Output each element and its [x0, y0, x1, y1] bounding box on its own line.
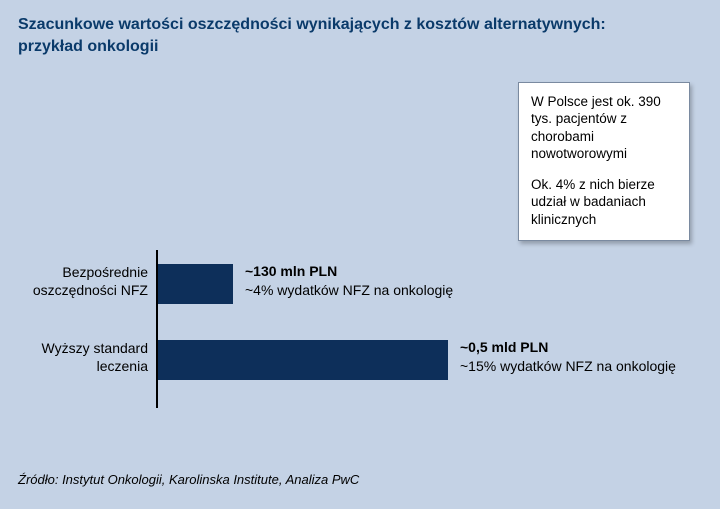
bar-value-sub: ~4% wydatków NFZ na onkologię	[245, 282, 453, 298]
bar-label: Wyższy standard leczenia	[18, 340, 148, 375]
bar-value: ~130 mln PLN ~4% wydatków NFZ na onkolog…	[245, 262, 453, 300]
info-box: W Polsce jest ok. 390 tys. pacjentów z c…	[518, 82, 690, 241]
source-text: Źródło: Instytut Onkologii, Karolinska I…	[18, 472, 359, 487]
title-line2: przykład onkologii	[18, 38, 158, 55]
bar	[158, 264, 233, 304]
bar-row: Wyższy standard leczenia ~0,5 mld PLN ~1…	[18, 336, 702, 388]
title-line1: Szacunkowe wartości oszczędności wynikaj…	[18, 16, 606, 33]
info-paragraph-2: Ok. 4% z nich bierze udział w badaniach …	[531, 176, 679, 228]
bar-chart: Bezpośrednie oszczędności NFZ ~130 mln P…	[18, 254, 702, 414]
page-title: Szacunkowe wartości oszczędności wynikaj…	[18, 14, 702, 57]
bar-value-sub: ~15% wydatków NFZ na onkologię	[460, 358, 676, 374]
bar-value-main: ~130 mln PLN	[245, 263, 337, 279]
bar	[158, 340, 448, 380]
bar-row: Bezpośrednie oszczędności NFZ ~130 mln P…	[18, 260, 702, 312]
bar-label: Bezpośrednie oszczędności NFZ	[18, 264, 148, 299]
bar-value: ~0,5 mld PLN ~15% wydatków NFZ na onkolo…	[460, 338, 676, 376]
info-paragraph-1: W Polsce jest ok. 390 tys. pacjentów z c…	[531, 93, 679, 162]
bar-value-main: ~0,5 mld PLN	[460, 339, 548, 355]
